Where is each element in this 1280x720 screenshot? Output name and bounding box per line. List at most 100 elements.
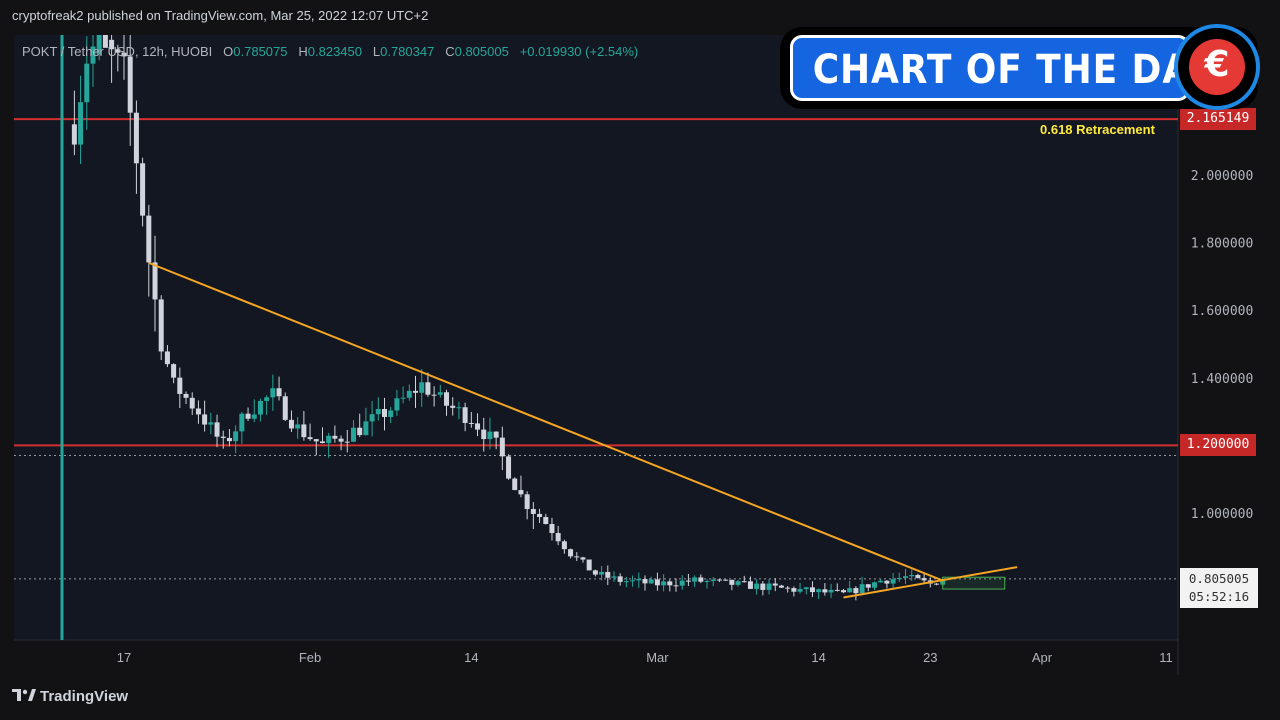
candle-body <box>934 583 940 585</box>
y-tick-label: 1.600000 <box>1191 304 1254 319</box>
candle-body <box>462 407 468 423</box>
candle-body <box>233 431 239 442</box>
candle-body <box>431 394 437 396</box>
candle-body <box>642 579 648 584</box>
candle-body <box>475 423 481 430</box>
candle-body <box>778 585 784 588</box>
candle-body <box>344 441 350 443</box>
candle-body <box>599 571 605 575</box>
candle-body <box>419 382 425 393</box>
candle-body <box>140 163 146 216</box>
candle-body <box>549 524 555 534</box>
candle-body <box>313 439 319 442</box>
candle-body <box>710 579 716 581</box>
low-value: 0.780347 <box>380 44 435 59</box>
candle-body <box>822 589 828 593</box>
candle-body <box>276 388 282 397</box>
candle-body <box>183 393 189 398</box>
candle-body <box>251 414 257 419</box>
candle-body <box>96 35 102 55</box>
candle-body <box>388 410 394 417</box>
candle-body <box>915 575 921 579</box>
candle-body <box>481 429 487 440</box>
candle-body <box>239 413 245 432</box>
candle-body <box>673 585 679 587</box>
candle-body <box>704 580 710 582</box>
x-tick-label: 23 <box>923 650 937 665</box>
candle-body <box>747 581 753 589</box>
candle-body <box>226 437 232 442</box>
candle-body <box>785 587 791 589</box>
candle-body <box>127 56 133 113</box>
tradingview-footer[interactable]: TradingView <box>12 688 128 705</box>
candle-body <box>195 408 201 415</box>
candle-body <box>611 576 617 578</box>
candle-body <box>78 102 84 145</box>
candle-body <box>394 398 400 411</box>
candle-body <box>115 49 121 53</box>
candle-body <box>208 422 214 425</box>
candle-body <box>146 215 152 263</box>
candle-body <box>623 581 629 583</box>
candle-body <box>878 580 884 583</box>
symbol-name[interactable]: POKT / Tether USD, 12h, HUOBI <box>22 44 213 59</box>
x-tick-label: Feb <box>299 650 321 665</box>
high-label: H <box>298 44 308 59</box>
candle-body <box>450 405 456 408</box>
candle-body <box>896 577 902 580</box>
candle-body <box>698 577 704 582</box>
candle-body <box>363 421 369 436</box>
level-badge-2165: 2.165149 <box>1180 108 1256 130</box>
candle-body <box>487 431 493 440</box>
candle-body <box>506 456 512 479</box>
y-tick-label: 1.800000 <box>1191 237 1254 252</box>
candle-body <box>735 581 741 585</box>
candle-body <box>592 570 598 575</box>
trendline <box>148 261 944 582</box>
candle-body <box>493 431 499 438</box>
candle-body <box>828 589 834 593</box>
candle-body <box>288 419 294 429</box>
candle-body <box>177 377 183 394</box>
candle-body <box>307 437 313 440</box>
chart-pane[interactable] <box>14 35 1178 640</box>
candle-body <box>754 583 760 589</box>
candle-body <box>648 579 654 584</box>
x-tick-label: 14 <box>811 650 825 665</box>
candle-body <box>667 581 673 586</box>
candle-body <box>723 579 729 581</box>
banner-title-box: CHART OF THE DAY <box>790 35 1214 101</box>
candle-body <box>884 580 890 584</box>
candle-body <box>809 587 815 593</box>
candle-body <box>326 435 332 444</box>
candle-body <box>760 583 766 590</box>
x-tick-label: 11 <box>1159 650 1173 665</box>
candle-body <box>84 63 90 103</box>
x-tick-label: Mar <box>646 650 669 665</box>
candle-body <box>586 559 592 571</box>
candle-body <box>468 422 474 424</box>
candle-body <box>816 589 822 593</box>
candle-body <box>133 112 139 164</box>
candle-body <box>903 576 908 578</box>
candle-body <box>220 436 226 438</box>
candle-body <box>350 427 356 442</box>
candle-body <box>772 583 778 586</box>
candle-body <box>729 579 735 585</box>
candle-body <box>630 580 636 582</box>
candle-body <box>803 587 809 590</box>
candle-body <box>512 478 518 491</box>
candle-body <box>245 413 251 419</box>
candle-body <box>679 580 685 586</box>
candle-body <box>580 557 586 560</box>
candle-body <box>530 509 536 514</box>
candle-body <box>406 390 412 398</box>
candle-body <box>437 392 443 395</box>
trendline <box>843 566 1018 599</box>
retracement-label: 0.618 Retracement <box>1040 122 1155 137</box>
candle-body <box>171 364 177 378</box>
candle-body <box>332 435 338 439</box>
candle-body <box>741 581 747 583</box>
symbol-legend: POKT / Tether USD, 12h, HUOBI O0.785075 … <box>22 44 638 59</box>
candle-body <box>499 437 505 457</box>
